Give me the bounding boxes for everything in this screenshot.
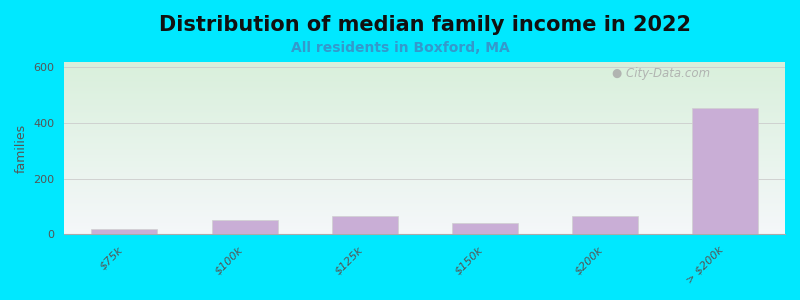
Bar bbox=[572, 216, 638, 234]
Title: Distribution of median family income in 2022: Distribution of median family income in … bbox=[158, 15, 690, 35]
Bar bbox=[332, 216, 398, 234]
Bar bbox=[91, 229, 158, 234]
Y-axis label: families: families bbox=[15, 123, 28, 172]
Text: ● City-Data.com: ● City-Data.com bbox=[612, 67, 710, 80]
Bar bbox=[211, 220, 278, 234]
Text: All residents in Boxford, MA: All residents in Boxford, MA bbox=[290, 40, 510, 55]
Bar bbox=[692, 107, 758, 234]
Bar bbox=[452, 223, 518, 234]
